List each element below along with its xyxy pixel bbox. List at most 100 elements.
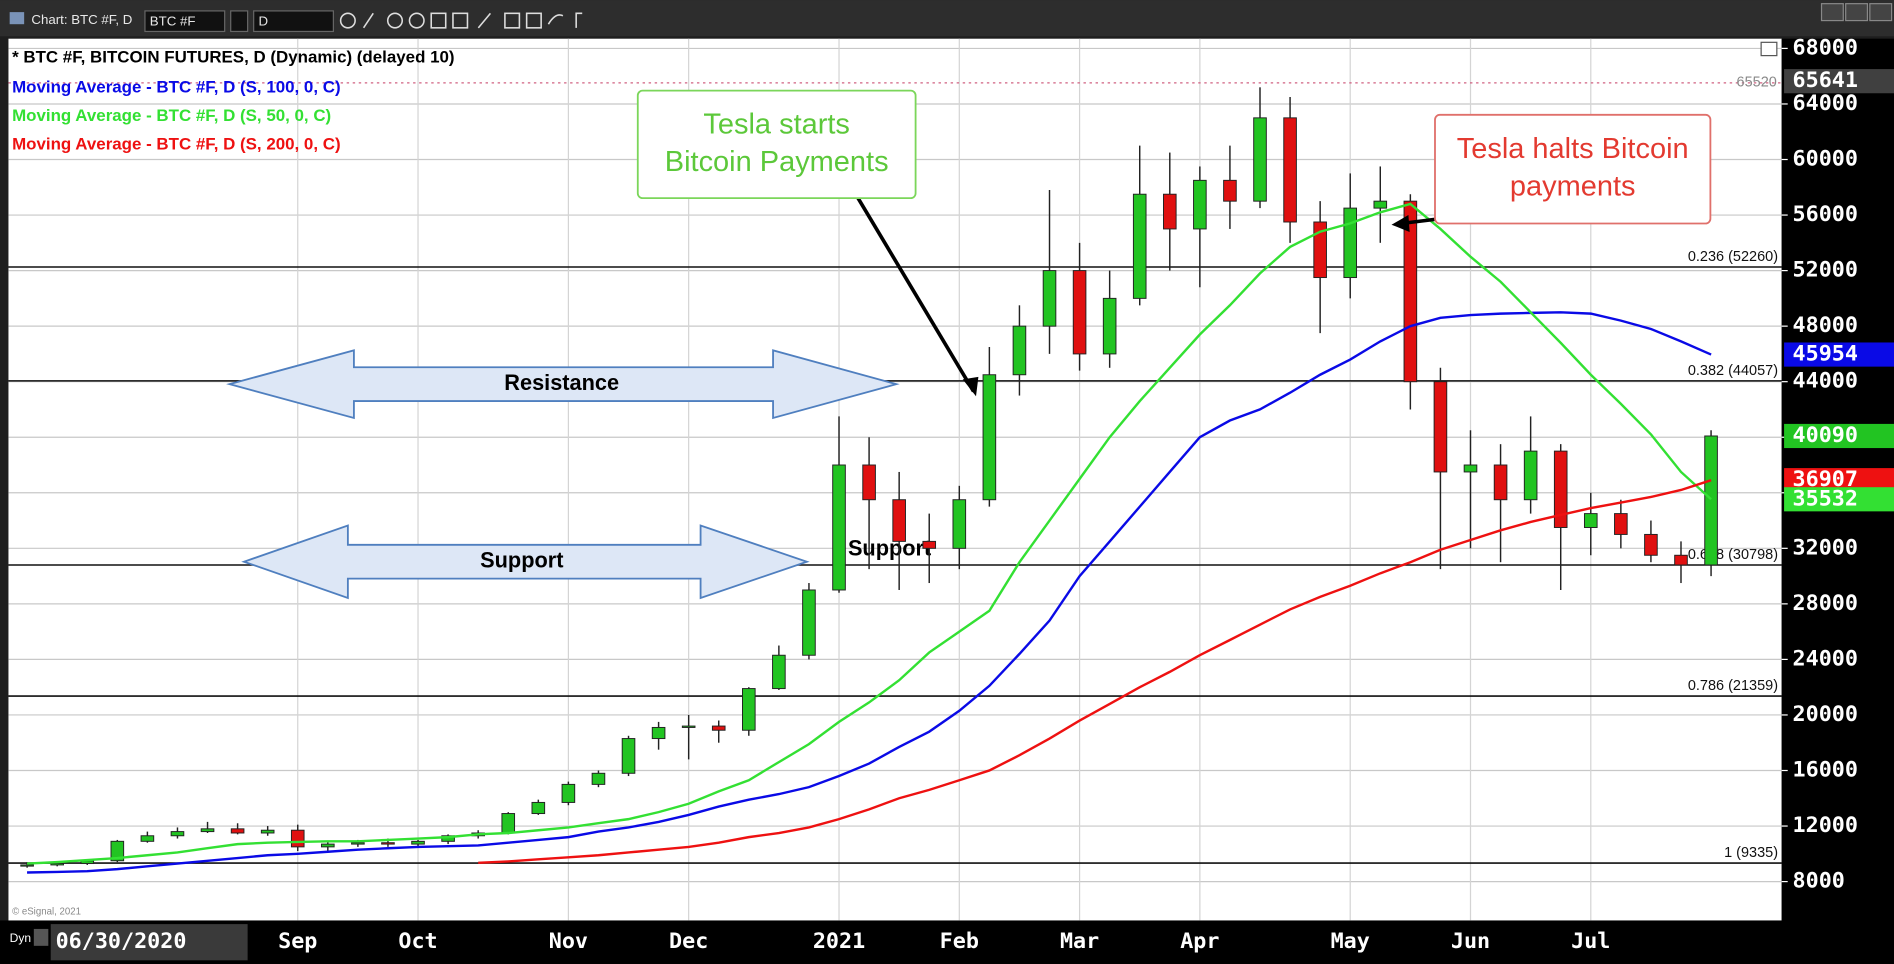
callout-line: payments (1510, 170, 1636, 202)
candle-body (170, 831, 185, 837)
mode-button[interactable] (33, 928, 49, 946)
candle-body (1193, 179, 1207, 230)
legend-entry: Moving Average - BTC #F, D (S, 100, 0, C… (12, 78, 341, 97)
image-icon[interactable] (504, 12, 521, 29)
callout-line: Tesla starts (703, 108, 850, 140)
x-tick-label: Jul (1571, 929, 1610, 954)
candle-body (1012, 325, 1027, 376)
candle-body (110, 840, 125, 862)
candle-body (1313, 221, 1327, 279)
levels: 65520 0.236 (52260) 0.382 (44057) 0.618 (30… (8, 75, 1782, 864)
x-tick-label: Feb (940, 929, 979, 954)
legend-entry: Moving Average - BTC #F, D (S, 200, 0, C… (12, 134, 341, 153)
chart-icon (9, 12, 25, 25)
candle-body (50, 863, 64, 866)
candle-body (1674, 554, 1688, 566)
symbol-input[interactable] (144, 10, 226, 33)
twitter-icon[interactable] (547, 14, 564, 25)
callout-line: Tesla halts Bitcoin (1457, 132, 1689, 164)
chart-label: Chart: BTC #F, D (31, 12, 132, 27)
play-icon[interactable] (408, 12, 425, 29)
candle-body (1283, 117, 1297, 223)
print-icon[interactable] (525, 12, 542, 29)
moving-average (27, 311, 1712, 874)
mode-label: Dyn (10, 931, 31, 945)
candle-body (862, 464, 876, 501)
candle-body (561, 783, 576, 803)
facebook-icon[interactable] (575, 12, 583, 28)
candle-body (1463, 464, 1478, 473)
level-label: 0.786 (21359) (1688, 678, 1778, 694)
arrow-head (962, 376, 979, 397)
symbol-text: BTC #F (150, 13, 196, 28)
grid (8, 38, 1782, 921)
x-tick-label: Apr (1180, 929, 1219, 954)
close-button[interactable] (1869, 3, 1893, 22)
candle-body (1704, 435, 1718, 566)
candle-body (531, 801, 546, 815)
x-tick-label: Mar (1060, 929, 1099, 954)
y-tick-label: 16000 (1793, 757, 1858, 782)
candle-body (411, 840, 425, 845)
candle-body (681, 725, 696, 728)
candle-body (982, 374, 997, 501)
callout-text: Tesla halts Bitcoin payments (1457, 132, 1689, 201)
minimize-button[interactable] (1820, 3, 1844, 22)
clock-icon[interactable] (339, 12, 356, 29)
refresh-button[interactable] (230, 10, 249, 33)
time-axis (0, 920, 1894, 964)
y-tick-label: 8000 (1793, 869, 1845, 894)
toolbar-icons (339, 12, 583, 29)
candle-body (1072, 270, 1087, 355)
candle-body (621, 738, 636, 774)
x-tick-label: Oct (398, 929, 437, 954)
pane-button[interactable] (1760, 41, 1778, 57)
candle-body (1493, 464, 1508, 501)
cursor-icon[interactable] (386, 12, 404, 29)
candle-body (1373, 200, 1388, 209)
candle-body (351, 842, 365, 845)
callout-arrow (850, 186, 976, 393)
draw-icon[interactable] (362, 12, 374, 29)
interval-input[interactable] (253, 10, 334, 33)
legend: Moving Average - BTC #F, D (S, 100, 0, C… (12, 78, 341, 154)
price-box (1784, 69, 1894, 94)
candle-body (260, 829, 275, 834)
support-label-2: Support (848, 535, 931, 560)
callout-text: Tesla starts Bitcoin Payments (665, 108, 889, 177)
callout-line: Bitcoin Payments (665, 146, 889, 178)
candle-body (1102, 297, 1117, 355)
candle-body (892, 499, 906, 542)
text-icon[interactable] (430, 12, 447, 29)
candle-body (20, 864, 34, 867)
candles (20, 87, 1718, 868)
candle-body (1132, 193, 1147, 299)
x-tick-label: Jun (1451, 929, 1490, 954)
price-box-label: 40090 (1793, 423, 1858, 448)
legend-entry: Moving Average - BTC #F, D (S, 50, 0, C) (12, 106, 331, 125)
tag-icon[interactable] (477, 12, 492, 29)
chart-title: * BTC #F, BITCOIN FUTURES, D (Dynamic) (… (12, 47, 454, 66)
callout-box (1434, 113, 1712, 225)
level-label: 0.382 (44057) (1688, 363, 1778, 379)
candle-body (952, 499, 967, 549)
callout-box (636, 89, 917, 200)
study-icon[interactable] (452, 12, 469, 29)
date-box (50, 924, 248, 961)
candle-body (651, 726, 666, 740)
candle-body (501, 813, 516, 834)
candle-body (230, 828, 245, 834)
candle-body (1403, 200, 1418, 383)
price-box-label: 65641 (1793, 68, 1858, 93)
moving-average (478, 479, 1712, 865)
arrow-head (1391, 215, 1410, 232)
support-arrow (241, 524, 810, 600)
price-box-label: 45954 (1793, 342, 1858, 367)
maximize-button[interactable] (1845, 3, 1869, 22)
y-tick-label: 12000 (1793, 813, 1858, 838)
candle-body (772, 654, 786, 690)
y-tick-label: 28000 (1793, 591, 1858, 616)
candle-body (321, 843, 335, 848)
